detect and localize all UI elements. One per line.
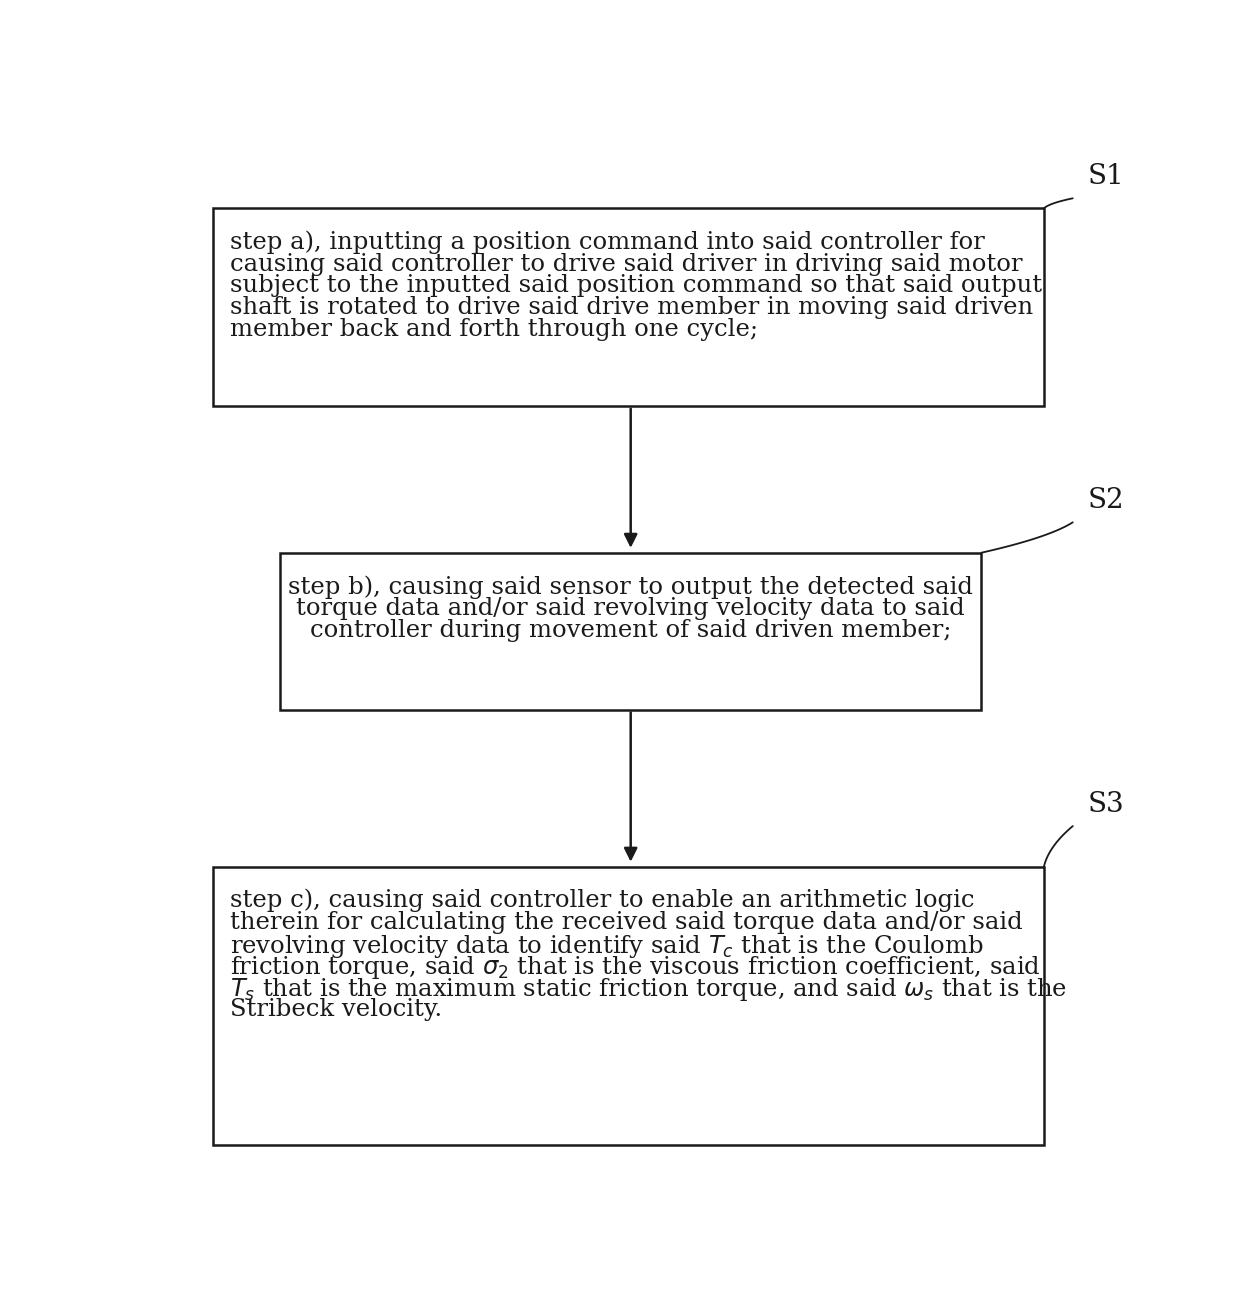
Text: S1: S1 bbox=[1087, 163, 1123, 191]
Text: $T_s$ that is the maximum static friction torque, and said $\omega_s$ that is th: $T_s$ that is the maximum static frictio… bbox=[229, 976, 1066, 1003]
Bar bbox=[280, 552, 982, 710]
Text: step b), causing said sensor to output the detected said: step b), causing said sensor to output t… bbox=[288, 575, 973, 598]
Text: subject to the inputted said position command so that said output: subject to the inputted said position co… bbox=[229, 275, 1042, 297]
Text: step c), causing said controller to enable an arithmetic logic: step c), causing said controller to enab… bbox=[229, 889, 975, 913]
Text: revolving velocity data to identify said $T_c$ that is the Coulomb: revolving velocity data to identify said… bbox=[229, 932, 983, 960]
Text: member back and forth through one cycle;: member back and forth through one cycle; bbox=[229, 318, 758, 341]
Text: controller during movement of said driven member;: controller during movement of said drive… bbox=[310, 618, 951, 642]
Text: step a), inputting a position command into said controller for: step a), inputting a position command in… bbox=[229, 230, 985, 254]
Bar bbox=[213, 867, 1044, 1145]
Text: S2: S2 bbox=[1087, 488, 1123, 514]
Text: causing said controller to drive said driver in driving said motor: causing said controller to drive said dr… bbox=[229, 252, 1023, 276]
Text: Stribeck velocity.: Stribeck velocity. bbox=[229, 998, 443, 1020]
Bar bbox=[213, 209, 1044, 406]
Text: torque data and/or said revolving velocity data to said: torque data and/or said revolving veloci… bbox=[296, 597, 965, 619]
Text: friction torque, said $\sigma_2$ that is the viscous friction coefficient, said: friction torque, said $\sigma_2$ that is… bbox=[229, 955, 1040, 981]
Text: shaft is rotated to drive said drive member in moving said driven: shaft is rotated to drive said drive mem… bbox=[229, 296, 1033, 320]
Text: therein for calculating the received said torque data and/or said: therein for calculating the received sai… bbox=[229, 911, 1023, 934]
Text: S3: S3 bbox=[1087, 792, 1123, 818]
